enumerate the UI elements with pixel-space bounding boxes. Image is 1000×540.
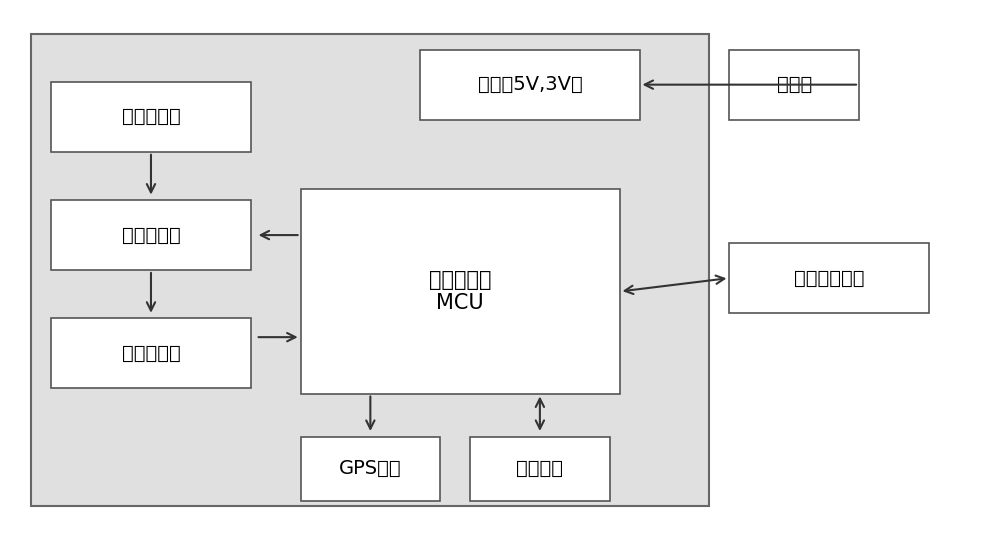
- Text: 钳形传感器: 钳形传感器: [122, 107, 180, 126]
- Bar: [31, 33, 709, 507]
- Bar: [729, 50, 859, 119]
- Bar: [470, 436, 610, 501]
- Bar: [51, 200, 251, 270]
- Bar: [420, 50, 640, 119]
- Bar: [729, 243, 929, 313]
- Bar: [51, 82, 251, 152]
- Bar: [301, 436, 440, 501]
- Text: 无线射频模块: 无线射频模块: [794, 268, 864, 288]
- Bar: [301, 190, 620, 394]
- Text: 电源（5V,3V）: 电源（5V,3V）: [478, 75, 582, 94]
- Text: 存储模块: 存储模块: [516, 460, 563, 478]
- Bar: [51, 319, 251, 388]
- Text: 数据采集器: 数据采集器: [122, 226, 180, 245]
- Text: GPS模块: GPS模块: [339, 460, 402, 478]
- Text: 模数转换器: 模数转换器: [122, 344, 180, 363]
- Text: 电池组: 电池组: [777, 75, 812, 94]
- Text: 微控制单元
MCU: 微控制单元 MCU: [429, 270, 491, 313]
